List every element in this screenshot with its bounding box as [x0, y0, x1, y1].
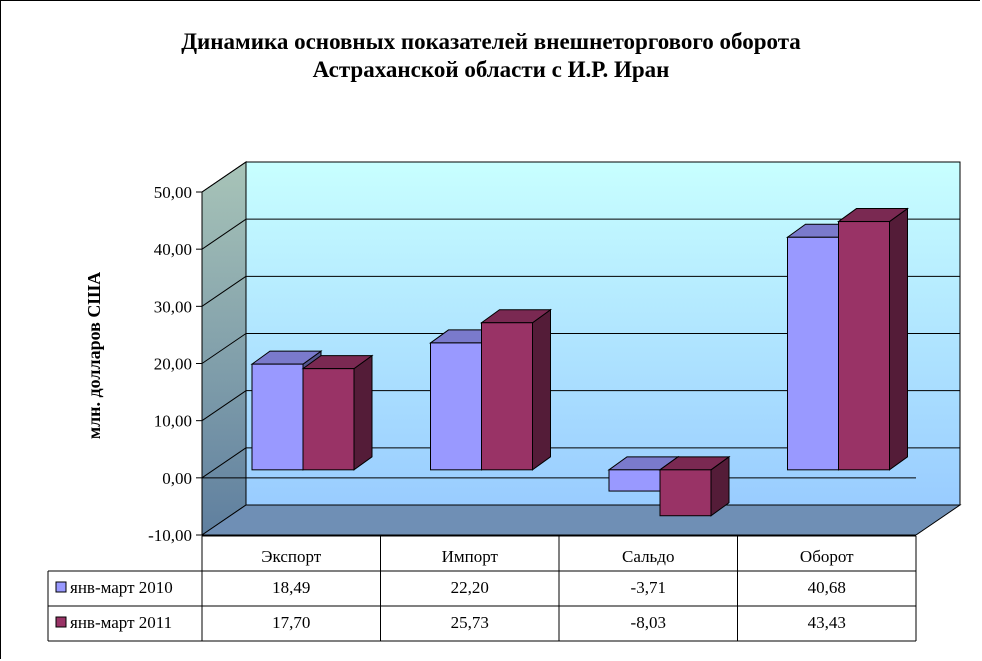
- bar-front: [608, 469, 661, 492]
- legend-swatch: [55, 581, 67, 593]
- data-value: 25,73: [451, 613, 489, 632]
- chart-floor: [200, 504, 962, 536]
- data-value: 43,43: [808, 613, 846, 632]
- bar-front: [302, 368, 355, 471]
- bar-2-Экспорт: [301, 354, 374, 471]
- data-value: 40,68: [808, 578, 846, 597]
- category-label: Импорт: [442, 547, 499, 566]
- legend-label: янв-март 2011: [70, 613, 172, 632]
- legend-label: янв-март 2010: [70, 578, 173, 597]
- chart-subtitle: Астраханской области с И.Р. Иран: [312, 57, 670, 82]
- bar-side: [353, 354, 373, 471]
- gridline-side: [201, 161, 247, 193]
- bar-2-Импорт: [479, 308, 553, 471]
- bar-2-Оборот: [836, 207, 910, 471]
- category-label: Экспорт: [261, 547, 321, 566]
- gridline-side: [201, 275, 247, 307]
- legend-swatch: [55, 616, 67, 628]
- bar-2-Сальдо: [658, 455, 731, 517]
- y-tick-label: 10,00: [154, 412, 192, 431]
- bar-front: [838, 221, 890, 471]
- y-tick-label: 30,00: [154, 297, 192, 316]
- gridline-side: [201, 218, 247, 250]
- bar-front: [659, 469, 712, 517]
- data-value: -8,03: [631, 613, 666, 632]
- gridline-side: [201, 447, 247, 479]
- y-axis-label: млн. долларов США: [84, 272, 104, 439]
- bar-side: [889, 207, 908, 471]
- bar-front: [430, 342, 482, 471]
- gridline-side: [201, 390, 247, 422]
- data-value: 17,70: [272, 613, 310, 632]
- data-value: 18,49: [272, 578, 310, 597]
- bar-front: [787, 236, 839, 471]
- bar-front: [251, 363, 304, 471]
- data-value: 22,20: [451, 578, 489, 597]
- y-tick-label: 50,00: [154, 183, 192, 202]
- bar-front: [481, 322, 533, 471]
- y-tick-label: 0,00: [162, 469, 192, 488]
- gridline-side: [201, 333, 247, 364]
- y-tick-label: 40,00: [154, 240, 192, 259]
- y-tick-label: -10,00: [148, 526, 192, 545]
- data-value: -3,71: [631, 578, 666, 597]
- category-label: Оборот: [800, 547, 854, 566]
- bar-side: [532, 308, 551, 471]
- category-label: Сальдо: [622, 547, 674, 566]
- y-tick-label: 20,00: [154, 355, 192, 374]
- chart-title: Динамика основных показателей внешнеторг…: [181, 29, 801, 54]
